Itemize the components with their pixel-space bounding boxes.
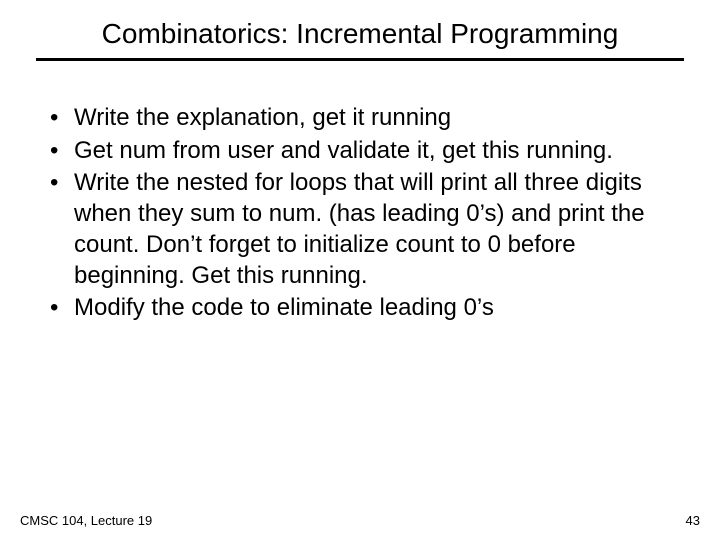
list-item: Modify the code to eliminate leading 0’s <box>50 293 684 324</box>
slide-title: Combinatorics: Incremental Programming <box>36 18 684 50</box>
footer-page-number: 43 <box>686 513 700 528</box>
list-item: Get num from user and validate it, get t… <box>50 136 684 167</box>
slide-container: Combinatorics: Incremental Programming W… <box>0 0 720 540</box>
title-divider <box>36 58 684 61</box>
list-item: Write the nested for loops that will pri… <box>50 168 684 291</box>
footer-course: CMSC 104, Lecture 19 <box>20 513 152 528</box>
bullet-list: Write the explanation, get it running Ge… <box>50 103 684 324</box>
list-item: Write the explanation, get it running <box>50 103 684 134</box>
slide-content: Write the explanation, get it running Ge… <box>36 103 684 324</box>
